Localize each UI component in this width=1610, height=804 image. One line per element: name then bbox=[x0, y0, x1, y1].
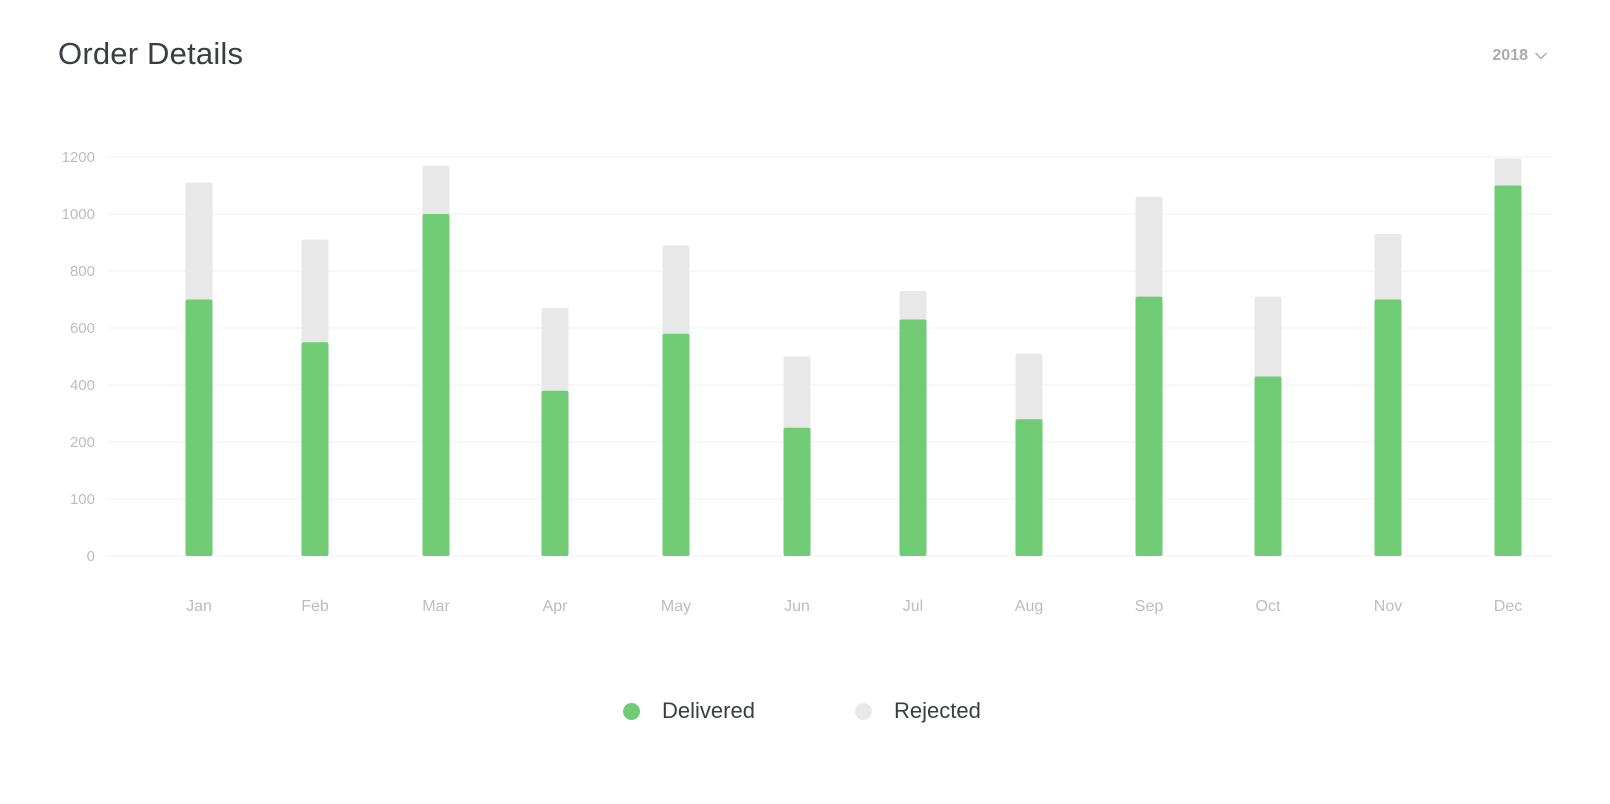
bar-delivered-jun[interactable] bbox=[783, 427, 811, 556]
x-tick-label-nov: Nov bbox=[1374, 598, 1402, 615]
x-tick-label-sep: Sep bbox=[1135, 598, 1164, 615]
x-tick-label-jan: Jan bbox=[186, 598, 212, 615]
y-tick-label: 600 bbox=[70, 320, 95, 337]
order-details-chart: 0 100 200 400 600 800 1000 1200 Jan Feb Mar Apr May… bbox=[62, 149, 1552, 615]
legend-label-rejected: Rejected bbox=[894, 698, 981, 723]
legend-dot-rejected bbox=[855, 702, 872, 720]
x-tick-label-may: May bbox=[661, 598, 691, 615]
legend-item-rejected[interactable]: Rejected bbox=[855, 698, 981, 724]
y-tick-label: 1200 bbox=[62, 149, 95, 166]
y-tick-label: 1000 bbox=[62, 206, 95, 223]
bar-rejected-nov[interactable] bbox=[1374, 233, 1402, 302]
page-title: Order Details bbox=[58, 36, 244, 71]
chevron-down-icon bbox=[1535, 52, 1547, 60]
x-tick-label-apr: Apr bbox=[543, 598, 569, 615]
x-tick-label-aug: Aug bbox=[1015, 598, 1043, 615]
bars bbox=[185, 158, 1522, 557]
bar-delivered-oct[interactable] bbox=[1254, 376, 1282, 556]
grid-lines bbox=[108, 156, 1552, 557]
y-tick-label: 800 bbox=[70, 263, 95, 280]
bar-delivered-feb[interactable] bbox=[301, 342, 329, 556]
bar-delivered-jan[interactable] bbox=[185, 299, 213, 557]
bar-rejected-dec[interactable] bbox=[1494, 158, 1522, 188]
bar-delivered-apr[interactable] bbox=[541, 390, 569, 556]
x-axis-ticks: Jan Feb Mar Apr May Jun Jul Aug Sep Oct Nov Dec bbox=[186, 598, 1522, 615]
y-tick-label: 200 bbox=[70, 434, 95, 451]
y-tick-label: 100 bbox=[70, 491, 95, 508]
bar-delivered-mar[interactable] bbox=[422, 214, 450, 556]
x-tick-label-dec: Dec bbox=[1494, 598, 1522, 615]
bar-rejected-apr[interactable] bbox=[541, 308, 569, 393]
bar-delivered-jul[interactable] bbox=[899, 319, 927, 556]
x-tick-label-mar: Mar bbox=[422, 598, 450, 615]
y-tick-label: 0 bbox=[87, 548, 95, 565]
bar-rejected-sep[interactable] bbox=[1135, 196, 1163, 299]
legend-item-delivered[interactable]: Delivered bbox=[623, 698, 755, 724]
chart-legend: Delivered Rejected bbox=[0, 698, 1610, 728]
y-axis-ticks: 0 100 200 400 600 800 1000 1200 bbox=[62, 149, 95, 565]
bar-rejected-aug[interactable] bbox=[1015, 353, 1043, 422]
x-tick-label-jul: Jul bbox=[903, 598, 923, 615]
legend-dot-delivered bbox=[623, 702, 640, 720]
legend-label-delivered: Delivered bbox=[662, 698, 755, 723]
bar-rejected-mar[interactable] bbox=[422, 165, 450, 216]
y-tick-label: 400 bbox=[70, 377, 95, 394]
bar-rejected-jul[interactable] bbox=[899, 290, 927, 322]
x-tick-label-oct: Oct bbox=[1256, 598, 1281, 615]
bar-rejected-jan[interactable] bbox=[185, 182, 213, 302]
bar-rejected-jun[interactable] bbox=[783, 356, 811, 430]
bar-rejected-oct[interactable] bbox=[1254, 296, 1282, 379]
bar-rejected-may[interactable] bbox=[662, 245, 690, 336]
bar-delivered-may[interactable] bbox=[662, 333, 690, 556]
x-tick-label-jun: Jun bbox=[784, 598, 810, 615]
bar-delivered-sep[interactable] bbox=[1135, 296, 1163, 556]
year-dropdown-value: 2018 bbox=[1492, 47, 1528, 64]
bar-delivered-aug[interactable] bbox=[1015, 419, 1043, 556]
bar-delivered-nov[interactable] bbox=[1374, 299, 1402, 557]
bar-delivered-dec[interactable] bbox=[1494, 185, 1522, 557]
year-dropdown[interactable]: 2018 bbox=[1492, 47, 1548, 65]
bar-rejected-feb[interactable] bbox=[301, 239, 329, 345]
x-tick-label-feb: Feb bbox=[301, 598, 329, 615]
